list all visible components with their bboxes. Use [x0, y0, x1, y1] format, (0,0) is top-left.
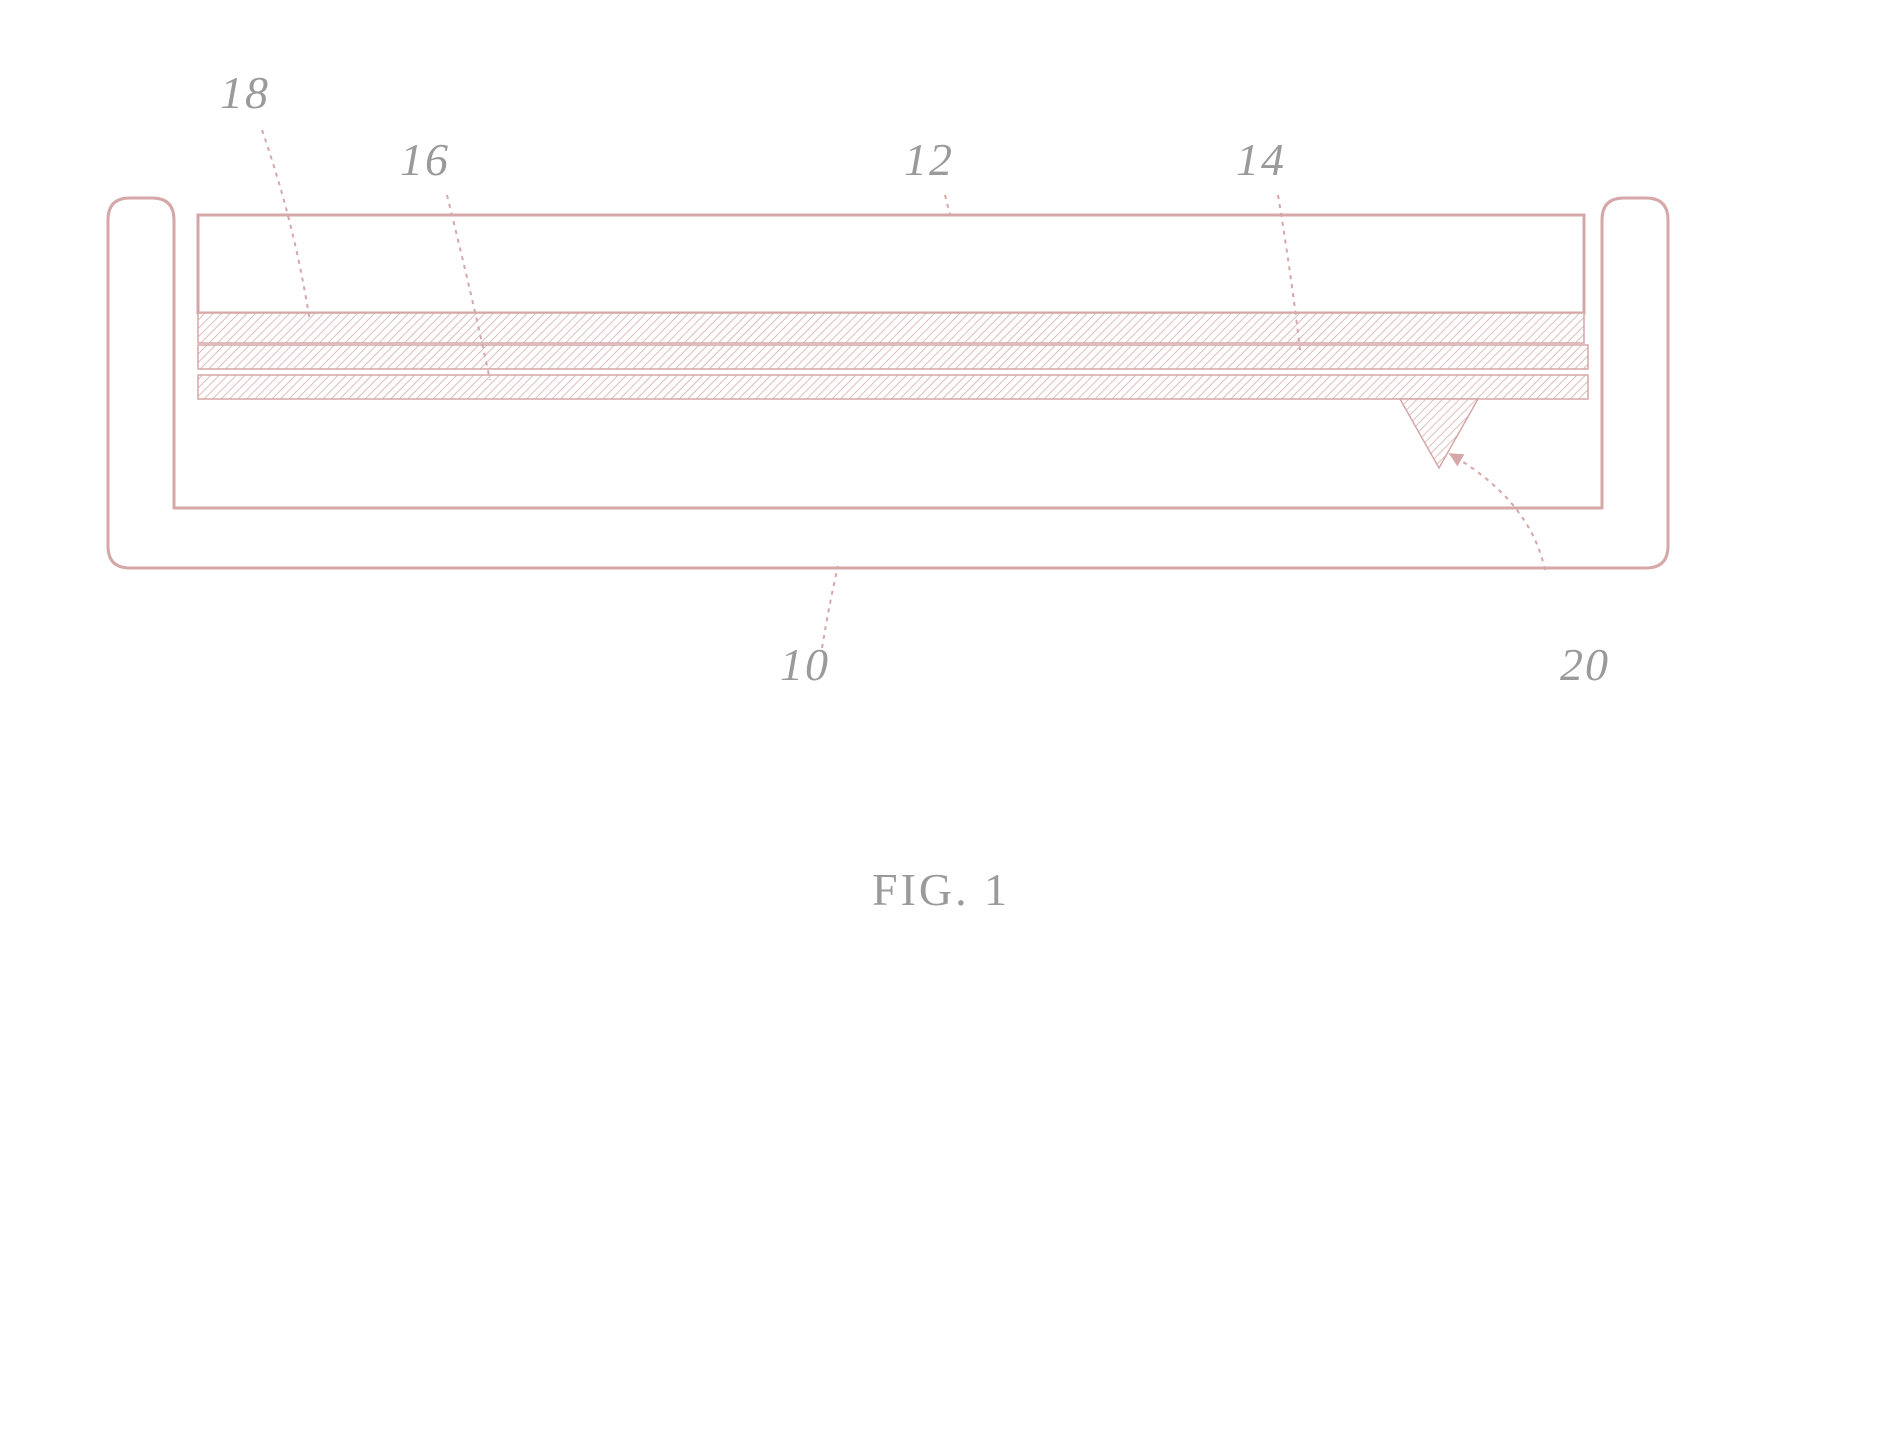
ref-label-16: 16 [400, 134, 450, 185]
figure-caption: FIG. 1 [872, 864, 1010, 915]
ref-label-14: 14 [1236, 134, 1286, 185]
ref-label-18: 18 [220, 67, 270, 118]
leader-line [822, 566, 838, 648]
ref-label-12: 12 [904, 134, 954, 185]
leader-line [262, 130, 310, 322]
layer-16 [198, 375, 1588, 399]
ref-label-20: 20 [1560, 639, 1610, 690]
ref-label-10: 10 [780, 639, 830, 690]
wedge-20 [1400, 399, 1478, 468]
layer-18 [198, 313, 1584, 343]
leader-arrow-20 [1450, 454, 1545, 570]
slab-12 [198, 215, 1584, 313]
layer-14 [198, 345, 1588, 369]
